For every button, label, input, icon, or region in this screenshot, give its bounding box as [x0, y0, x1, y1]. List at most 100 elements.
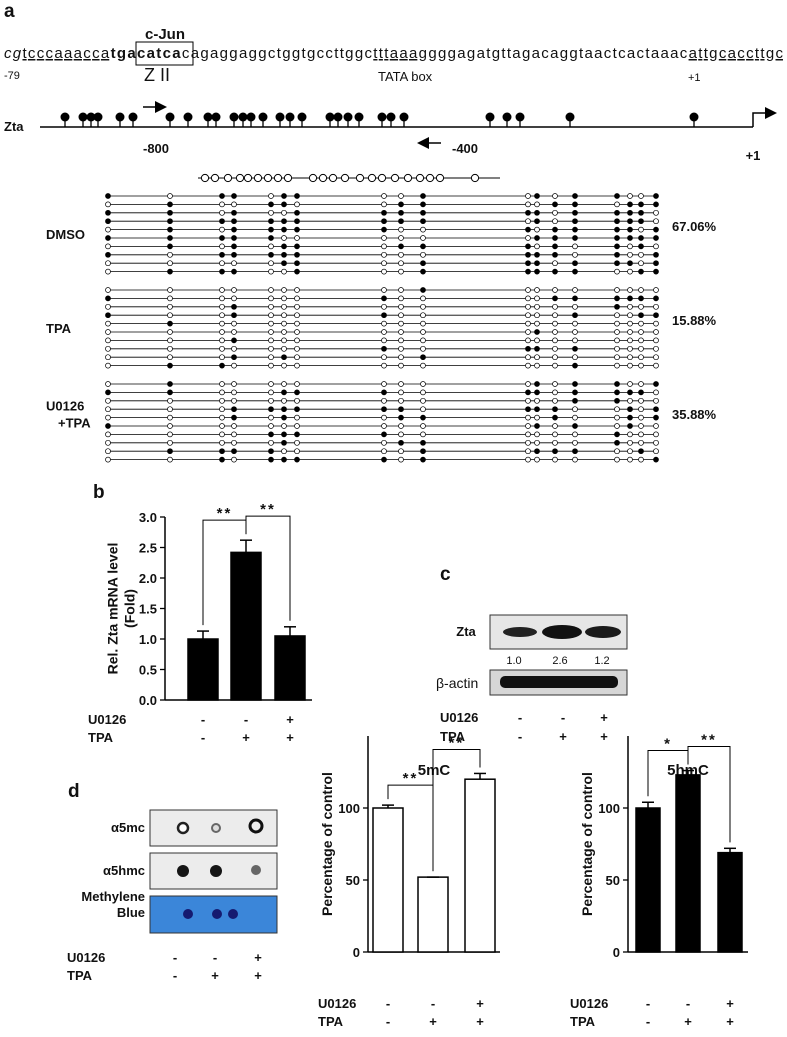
cpg-call — [294, 312, 300, 319]
cpg-call — [572, 423, 578, 429]
cpg-call — [638, 406, 644, 413]
y-tick-label: 100 — [338, 801, 360, 816]
cpg-call — [398, 456, 404, 463]
cpg-call — [638, 260, 644, 267]
cpg-call — [398, 295, 404, 302]
cpg-call — [105, 260, 111, 267]
y-tick-label: 0 — [613, 945, 620, 960]
cpg-call — [552, 218, 558, 225]
cpg-call — [294, 226, 300, 233]
cpg-call — [381, 320, 387, 327]
dot — [177, 865, 189, 877]
cpg-call — [219, 354, 225, 361]
cpg-call — [398, 312, 404, 319]
cpg-call — [525, 243, 531, 250]
cpg-call — [105, 439, 111, 446]
cpg-call — [167, 345, 173, 352]
cpg-call — [572, 397, 578, 404]
cpg-call — [572, 235, 578, 241]
cpg-call — [231, 201, 237, 208]
cpg-call — [219, 268, 225, 275]
treatment-sign: - — [173, 950, 177, 965]
cpg-site — [515, 112, 525, 122]
cpg-call — [231, 362, 237, 369]
cpg-call — [219, 406, 225, 413]
cpg-call — [627, 354, 633, 361]
cpg-open — [200, 173, 210, 183]
cpg-call — [281, 201, 287, 208]
cpg-call — [653, 235, 659, 241]
blot-label-line: Methylene — [81, 889, 145, 904]
bar — [464, 778, 496, 953]
cpg-open — [403, 173, 413, 183]
cpg-call — [638, 235, 644, 241]
cpg-open — [377, 173, 387, 183]
cpg-site — [377, 112, 387, 122]
cpg-call — [420, 201, 426, 208]
cpg-call — [420, 439, 426, 446]
cpg-call — [420, 209, 426, 216]
cpg-call — [614, 260, 620, 267]
cpg-call — [167, 209, 173, 216]
treatment-sign: - — [646, 1014, 650, 1029]
treatment-name: U0126 — [440, 710, 478, 725]
cpg-call — [167, 329, 173, 335]
cpg-call — [219, 389, 225, 396]
cpg-site — [229, 112, 239, 122]
dot — [248, 818, 264, 834]
cpg-call — [653, 329, 659, 335]
cpg-call — [525, 354, 531, 361]
cpg-call — [219, 431, 225, 438]
cpg-call — [653, 389, 659, 396]
cpg-open — [328, 173, 338, 183]
cpg-call — [268, 381, 274, 387]
cpg-call — [398, 431, 404, 438]
cpg-call — [105, 354, 111, 361]
cpg-call — [167, 243, 173, 250]
gene-label: Zta — [4, 119, 24, 134]
cpg-call — [614, 423, 620, 429]
treatment-sign: - — [201, 712, 205, 727]
cpg-call — [398, 337, 404, 344]
cpg-call — [167, 414, 173, 421]
cpg-open — [355, 173, 365, 183]
cpg-call — [638, 209, 644, 216]
cpg-call — [627, 218, 633, 225]
cpg-call — [219, 320, 225, 327]
start-position: -79 — [4, 70, 20, 82]
cpg-call — [420, 287, 426, 293]
cpg-call — [552, 193, 558, 199]
cpg-call — [167, 303, 173, 310]
cpg-call — [167, 320, 173, 327]
cpg-call — [398, 381, 404, 387]
cpg-call — [219, 235, 225, 241]
cpg-call — [614, 431, 620, 438]
cpg-call — [167, 362, 173, 369]
cpg-call — [552, 209, 558, 216]
cpg-call — [167, 397, 173, 404]
treatment-sign: + — [600, 710, 608, 725]
cpg-call — [614, 329, 620, 335]
cpg-call — [231, 423, 237, 429]
cpg-call — [627, 312, 633, 319]
cpg-call — [525, 381, 531, 387]
cpg-call — [105, 329, 111, 335]
cpg-call — [381, 251, 387, 258]
cpg-call — [294, 431, 300, 438]
cpg-call — [105, 287, 111, 293]
cpg-call — [294, 218, 300, 225]
cpg-call — [281, 287, 287, 293]
treatment-sign: - — [386, 996, 390, 1011]
y-tick-label: 2.0 — [139, 571, 157, 586]
cpg-call — [398, 235, 404, 241]
cpg-site — [386, 112, 396, 122]
cpg-call — [627, 397, 633, 404]
cpg-call — [281, 414, 287, 421]
cpg-call — [638, 337, 644, 344]
cpg-call — [381, 423, 387, 429]
treatment-name: TPA — [88, 730, 114, 745]
cpg-call — [381, 389, 387, 396]
cpg-site — [165, 112, 175, 122]
cpg-call — [552, 439, 558, 446]
